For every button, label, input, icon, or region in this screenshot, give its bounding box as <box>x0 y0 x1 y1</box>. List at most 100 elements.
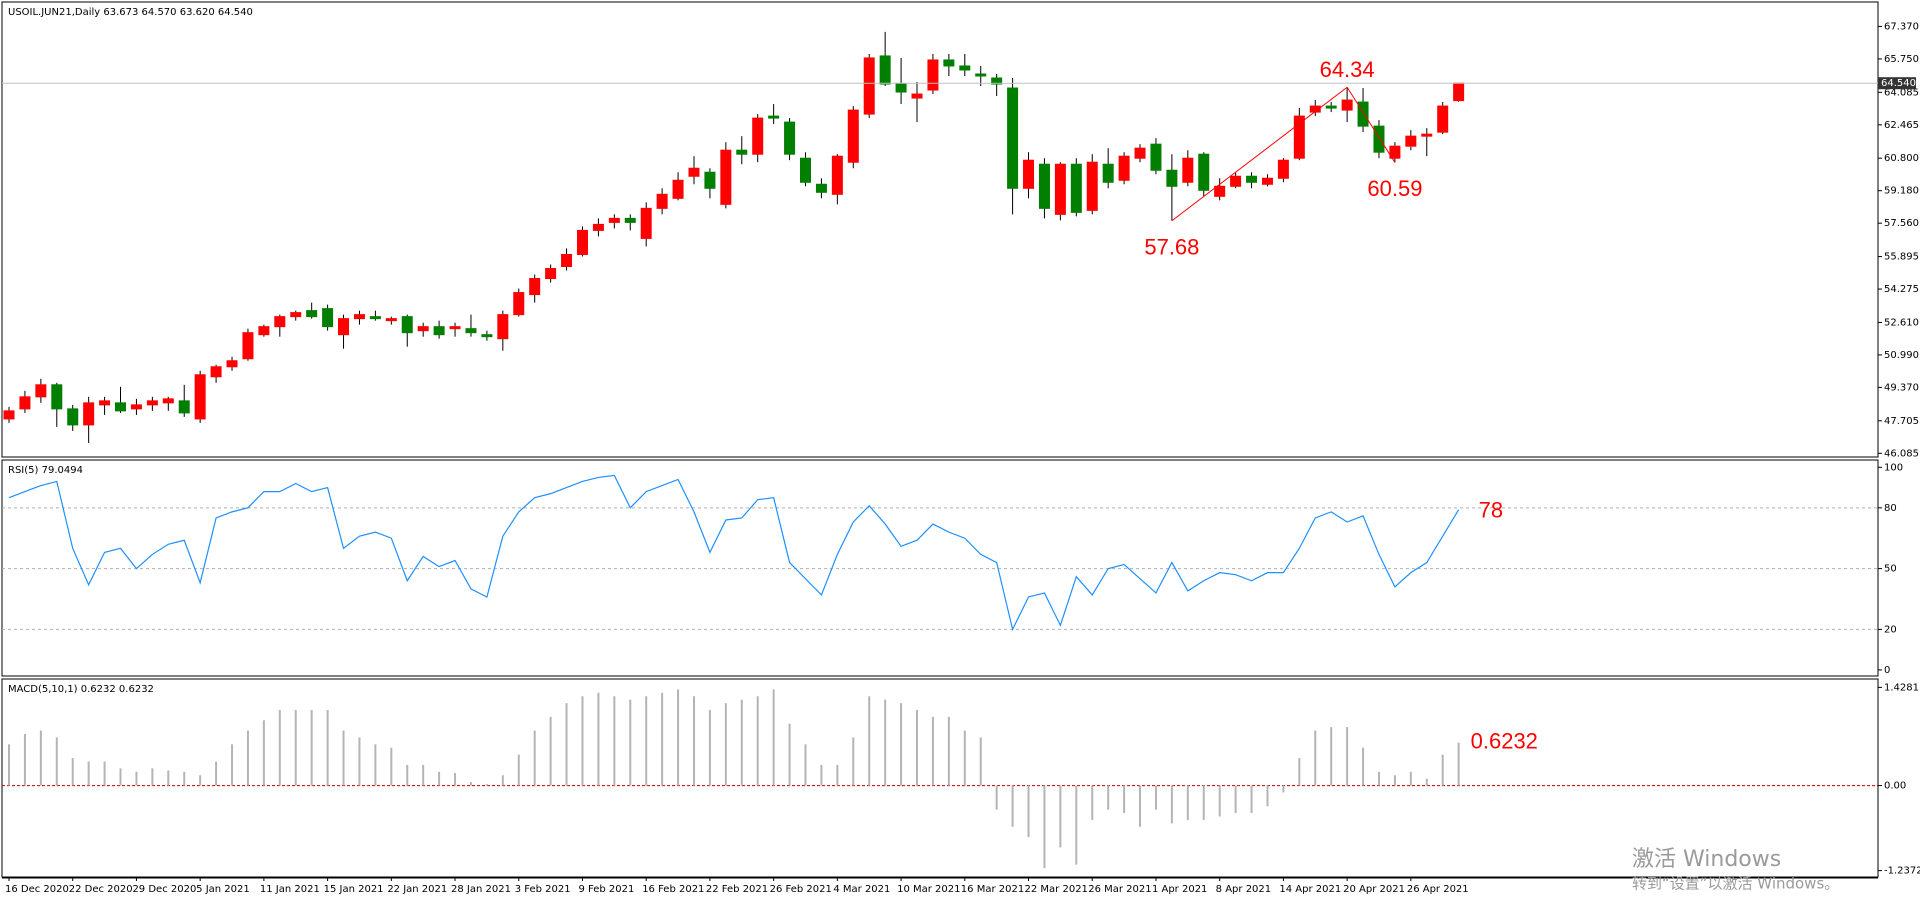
candle-body <box>178 400 190 414</box>
x-tick-label: 11 Jan 2021 <box>260 884 320 895</box>
candle-body <box>481 334 493 338</box>
x-tick-label: 22 Jan 2021 <box>387 884 447 895</box>
candle-body <box>3 410 15 420</box>
macd-annotation: 0.6232 <box>1471 729 1538 754</box>
x-tick-label: 14 Apr 2021 <box>1279 884 1341 895</box>
x-tick-label: 29 Dec 2020 <box>132 884 196 895</box>
x-tick-label: 3 Feb 2021 <box>515 884 571 895</box>
candle-body <box>51 384 63 410</box>
candle-body <box>895 83 907 93</box>
candle-body <box>1246 175 1258 183</box>
candle-body <box>1437 105 1449 133</box>
candle-body <box>1230 175 1242 187</box>
x-tick-label: 5 Jan 2021 <box>196 884 250 895</box>
candle-body <box>784 121 796 155</box>
candle-body <box>146 400 158 406</box>
rsi-line <box>8 474 1460 632</box>
x-tick-label: 1 Apr 2021 <box>1152 884 1207 895</box>
candle-body <box>1166 169 1178 187</box>
candle-body <box>99 400 111 406</box>
candle-body <box>162 398 174 404</box>
candle-body <box>465 328 477 334</box>
y-tick-label: 47.705 <box>1884 416 1919 427</box>
x-tick-label: 22 Dec 2020 <box>69 884 133 895</box>
candle-body <box>752 117 764 155</box>
candle-body <box>688 167 700 177</box>
candle-body <box>449 326 461 330</box>
candle-body <box>1293 115 1305 159</box>
pane-title: USOIL.JUN21,Daily 63.673 64.570 63.620 6… <box>8 7 253 18</box>
candle-body <box>672 179 684 199</box>
x-tick-label: 16 Mar 2021 <box>961 884 1024 895</box>
x-tick-label: 26 Apr 2021 <box>1407 884 1469 895</box>
candle-body <box>529 278 541 296</box>
y-tick-label: 80 <box>1884 503 1897 514</box>
watermark-subtitle: 转到“设置”以激活 Windows。 <box>1632 875 1839 893</box>
y-tick-label: 60.800 <box>1884 153 1919 164</box>
x-tick-label: 26 Feb 2021 <box>770 884 832 895</box>
candle-body <box>640 207 652 239</box>
last-price-box <box>1878 77 1916 90</box>
candle-body <box>130 404 142 410</box>
candle-body <box>1102 163 1114 183</box>
candle-body <box>369 316 381 320</box>
x-tick-label: 10 Mar 2021 <box>897 884 960 895</box>
pane-title: MACD(5,10,1) 0.6232 0.6232 <box>8 684 154 695</box>
x-tick-label: 9 Feb 2021 <box>578 884 634 895</box>
candle-body <box>1182 157 1194 183</box>
y-tick-label: 55.895 <box>1884 252 1919 263</box>
candle-body <box>1341 99 1353 111</box>
candle-body <box>879 55 891 85</box>
candle-body <box>1214 185 1226 197</box>
candle-body <box>800 157 811 183</box>
candle-body <box>210 366 222 378</box>
candle-body <box>497 314 509 340</box>
candle-body <box>545 268 557 280</box>
candle-body <box>863 57 875 115</box>
candle-body <box>417 326 429 332</box>
candle-body <box>608 217 620 223</box>
y-tick-label: 52.610 <box>1884 317 1919 328</box>
candle-body <box>1054 163 1066 215</box>
y-tick-label: 59.180 <box>1884 186 1919 197</box>
candle-body <box>242 332 254 360</box>
candle-body <box>83 402 95 426</box>
y-tick-label: -1.2372 <box>1884 866 1920 877</box>
y-tick-label: 50.990 <box>1884 350 1919 361</box>
x-tick-label: 4 Mar 2021 <box>833 884 890 895</box>
candle-body <box>385 318 397 322</box>
x-tick-label: 16 Dec 2020 <box>5 884 69 895</box>
candle-body <box>1405 135 1417 147</box>
candle-body <box>338 318 350 336</box>
candle-body <box>226 360 238 368</box>
candle-body <box>1086 161 1098 211</box>
candle-body <box>911 93 923 99</box>
candle-body <box>1134 147 1146 159</box>
candle-body <box>1421 133 1433 137</box>
candle-body <box>1373 125 1385 153</box>
candle-body <box>353 314 365 320</box>
candle-body <box>1357 101 1369 127</box>
x-tick-label: 8 Apr 2021 <box>1216 884 1271 895</box>
candle-body <box>322 308 334 328</box>
pane-frame <box>1 459 1879 677</box>
rsi-annotation: 78 <box>1479 498 1503 523</box>
zigzag-line <box>1346 86 1396 163</box>
candle-body <box>927 59 939 91</box>
candle-body <box>1261 177 1273 185</box>
candle-body <box>624 217 636 223</box>
candle-body <box>513 292 525 316</box>
y-tick-label: 46.085 <box>1884 448 1919 459</box>
y-tick-label: 65.750 <box>1884 54 1919 65</box>
candle-body <box>561 253 573 267</box>
y-tick-label: 54.275 <box>1884 284 1919 295</box>
y-tick-label: 67.370 <box>1884 21 1919 32</box>
candle-body <box>194 374 206 420</box>
watermark-title: 激活 Windows <box>1632 847 1781 872</box>
y-tick-label: 20 <box>1884 624 1897 635</box>
candle-body <box>847 109 859 163</box>
candle-body <box>1453 82 1465 102</box>
candle-body <box>736 149 748 155</box>
y-tick-label: 57.560 <box>1884 218 1919 229</box>
